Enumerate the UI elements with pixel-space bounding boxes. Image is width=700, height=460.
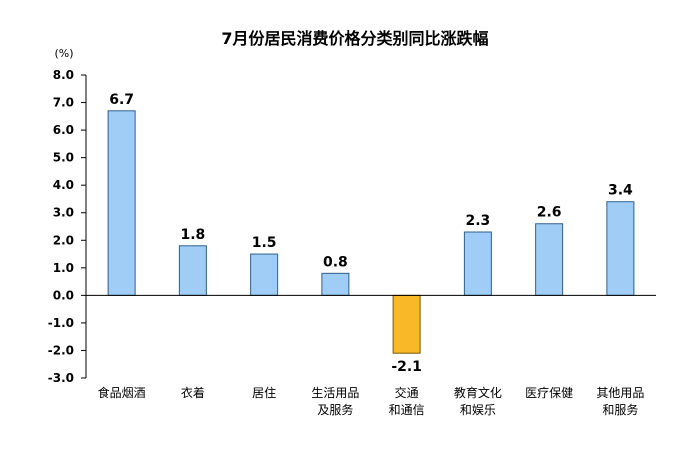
data-label: 3.4: [608, 183, 633, 199]
x-tick-label: 衣着: [181, 385, 205, 400]
bar: [321, 272, 350, 296]
x-tick-label: 食品烟酒: [98, 385, 146, 400]
bar: [178, 245, 207, 296]
y-tick-label: 5.0: [53, 151, 74, 165]
y-tick-label: 6.0: [53, 123, 74, 137]
y-tick-label: 3.0: [53, 206, 74, 220]
data-label: 6.7: [109, 92, 134, 108]
x-tick-label: 交通: [395, 385, 419, 400]
bar: [463, 231, 492, 296]
bar: [606, 201, 635, 296]
chart-title: 7月份居民消费价格分类别同比涨跌幅: [221, 29, 488, 48]
data-label: 2.6: [537, 205, 562, 221]
y-tick-label: 4.0: [53, 178, 74, 192]
y-tick-label: 2.0: [53, 233, 74, 247]
y-tick-label: -2.0: [48, 343, 74, 357]
data-label: 1.5: [252, 235, 277, 251]
data-label: -2.1: [391, 359, 422, 375]
x-tick-label: 医疗保健: [525, 386, 573, 400]
x-tick-label: 和娱乐: [460, 403, 496, 417]
y-tick-label: -1.0: [48, 316, 74, 330]
x-tick-label: 教育文化: [454, 385, 502, 400]
y-tick-label: -3.0: [48, 371, 74, 385]
y-tick-label: 7.0: [53, 96, 74, 110]
plot-area: 8.0 7.0 6.0 5.0 4.0 3.0 2.0 1.0 0.0 -1.0 -2.0 -3.0 6…: [48, 68, 656, 417]
bar: [250, 253, 279, 296]
data-label: 2.3: [465, 213, 490, 229]
bar: [107, 110, 136, 296]
x-tick-label: 生活用品: [311, 386, 359, 400]
y-tick-label: 8.0: [53, 68, 74, 82]
y-tick-label: 0.0: [53, 288, 74, 302]
bar: [392, 294, 421, 354]
data-label: 0.8: [323, 254, 348, 270]
y-axis-unit: (%): [54, 47, 73, 60]
x-tick-label: 及服务: [317, 402, 353, 417]
x-tick-label: 和通信: [389, 403, 425, 417]
x-tick-label: 其他用品: [596, 386, 644, 400]
x-tick-label: 和服务: [602, 402, 638, 417]
x-tick-label: 居住: [252, 386, 276, 400]
bar: [535, 223, 564, 296]
y-tick-label: 1.0: [53, 261, 74, 275]
data-label: 1.8: [180, 227, 205, 243]
